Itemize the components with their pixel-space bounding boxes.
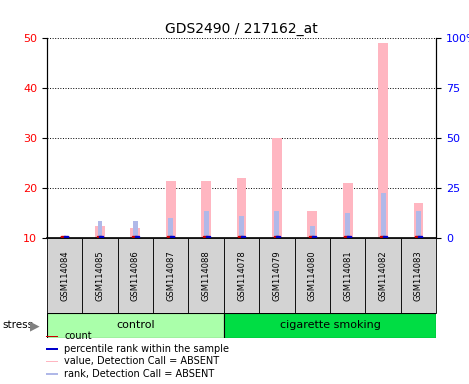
Text: GSM114087: GSM114087	[166, 250, 175, 301]
Bar	[239, 216, 244, 238]
Bar	[401, 238, 436, 313]
Text: GSM114086: GSM114086	[131, 250, 140, 301]
Bar	[133, 220, 138, 238]
Bar	[416, 210, 421, 238]
Bar	[272, 138, 282, 238]
Text: rank, Detection Call = ABSENT: rank, Detection Call = ABSENT	[64, 369, 215, 379]
Bar	[60, 235, 69, 238]
Bar	[168, 218, 173, 238]
Text: value, Detection Call = ABSENT: value, Detection Call = ABSENT	[64, 356, 219, 366]
Bar	[118, 238, 153, 313]
Bar	[46, 361, 58, 362]
Bar	[224, 238, 259, 313]
Bar	[310, 226, 315, 238]
Text: GSM114080: GSM114080	[308, 250, 317, 301]
Text: ▶: ▶	[30, 319, 40, 332]
Bar	[166, 180, 176, 238]
Bar	[47, 238, 82, 313]
Bar	[236, 178, 247, 238]
Bar	[189, 238, 224, 313]
Text: GSM114079: GSM114079	[272, 250, 281, 301]
Bar	[47, 313, 224, 338]
Bar	[381, 193, 386, 238]
Bar	[46, 336, 58, 338]
Bar	[343, 183, 353, 238]
Bar	[295, 238, 330, 313]
Bar	[414, 203, 424, 238]
Bar	[82, 238, 118, 313]
Text: cigarette smoking: cigarette smoking	[280, 320, 380, 331]
Bar	[259, 238, 295, 313]
Bar	[345, 213, 350, 238]
Text: GSM114088: GSM114088	[202, 250, 211, 301]
Bar	[330, 238, 365, 313]
Bar	[224, 313, 436, 338]
Title: GDS2490 / 217162_at: GDS2490 / 217162_at	[165, 22, 318, 36]
Text: GSM114078: GSM114078	[237, 250, 246, 301]
Text: GSM114082: GSM114082	[378, 250, 387, 301]
Text: GSM114083: GSM114083	[414, 250, 423, 301]
Text: control: control	[116, 320, 155, 331]
Bar	[307, 210, 317, 238]
Text: count: count	[64, 331, 92, 341]
Bar	[95, 226, 105, 238]
Bar	[98, 220, 102, 238]
Bar	[201, 180, 211, 238]
Bar	[62, 235, 67, 238]
Bar	[46, 373, 58, 375]
Bar	[46, 348, 58, 350]
Bar	[130, 228, 140, 238]
Bar	[153, 238, 189, 313]
Text: GSM114081: GSM114081	[343, 250, 352, 301]
Text: stress: stress	[2, 320, 33, 331]
Bar	[378, 43, 388, 238]
Text: percentile rank within the sample: percentile rank within the sample	[64, 344, 229, 354]
Text: GSM114084: GSM114084	[60, 250, 69, 301]
Bar	[204, 210, 209, 238]
Bar	[274, 210, 280, 238]
Text: GSM114085: GSM114085	[96, 250, 105, 301]
Bar	[365, 238, 401, 313]
